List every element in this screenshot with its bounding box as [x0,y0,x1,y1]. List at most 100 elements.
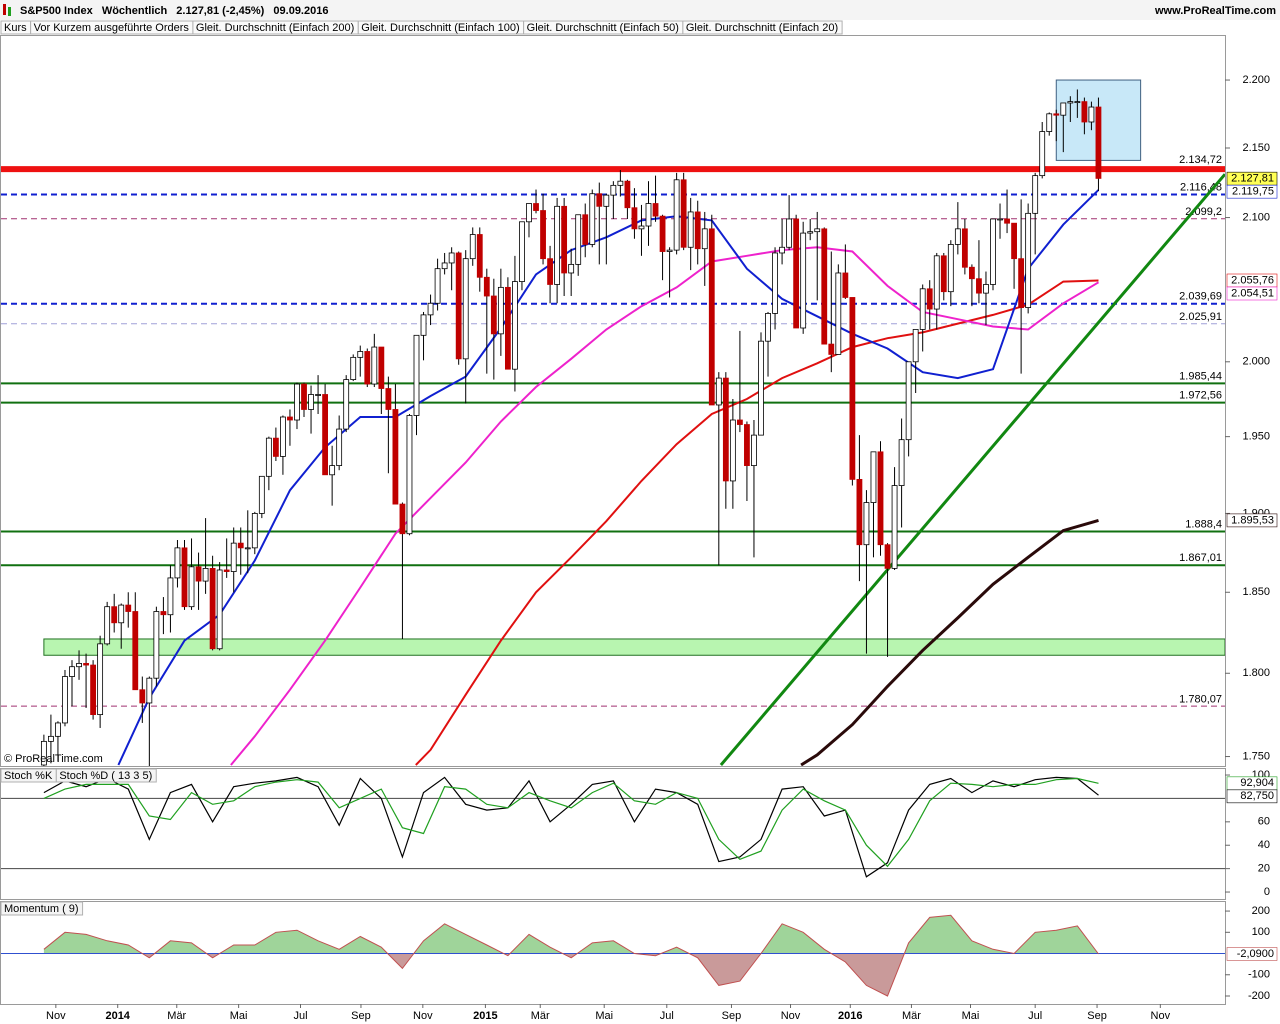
level-label: 2.134,72 [1179,154,1222,166]
candle-body [48,735,54,742]
candle-body [519,221,525,282]
x-tick-label: Nov [1151,1010,1171,1022]
momentum-plot [1,914,1225,997]
candle-body [814,228,821,233]
candle-body [490,295,497,335]
candle-body [287,416,293,421]
candle-body [969,266,975,280]
candle-body [638,225,645,230]
candle-body [680,179,687,248]
candle-body [976,278,982,294]
candle-body [835,272,842,355]
candle-body [905,361,912,441]
candle-body [111,606,118,624]
legend-label: Momentum ( 9) [4,903,79,915]
momentum-area [43,953,1099,996]
candle-body [1039,131,1046,177]
y-tick-label: 1.800 [1242,667,1270,679]
candle-body [533,203,539,211]
candle-body [933,255,940,310]
candle-body [603,194,610,207]
candle-body [40,740,47,766]
candle-body [76,663,82,668]
candle-body [350,356,357,380]
candle-body [1004,218,1010,224]
candle-body [891,485,898,569]
candle-body [758,340,764,436]
candle-body [392,409,399,505]
candle-body [441,262,448,270]
candle-body [343,379,350,430]
candle-body [1025,212,1032,309]
candle-body [708,228,715,406]
candle-body [786,218,793,248]
candle-body [434,268,441,304]
candle-body [610,184,617,196]
y-tick-label: 20 [1258,863,1270,875]
candle-body [877,451,884,546]
candle-body [427,302,434,316]
y-tick-label: 200 [1252,905,1270,917]
candle-body [406,415,413,535]
candle-body [118,604,125,624]
candle-body [223,569,230,572]
legend-label: Stoch %D ( 13 3 5) [59,770,152,782]
candle-body [940,255,947,293]
candle-body [301,383,307,410]
candle-body [926,288,933,310]
end-label-box [1226,789,1278,804]
candle-body [308,394,314,410]
end-label-box [1226,947,1278,961]
price-label-box [1226,184,1278,199]
candle-body [961,228,968,268]
candle-body [821,228,828,345]
candle-body [413,334,420,416]
y-tick-label: 60 [1258,816,1270,828]
level-label: 1.780,07 [1179,694,1222,706]
candle-body [230,542,237,572]
legend-label: Stoch %K [4,770,53,782]
candle-body [272,437,279,457]
candle-body [547,258,553,285]
level-label: 2.025,91 [1179,311,1222,323]
y-tick-label: 2.100 [1242,211,1270,223]
moving-average [230,246,1100,766]
x-tick-label: 2015 [473,1010,497,1022]
candle-body [884,544,891,569]
trendline [719,173,1225,766]
legend-label: Gleit. Durchschnitt (Einfach 20) [686,22,838,34]
legend-label: Gleit. Durchschnitt (Einfach 100) [361,22,519,34]
candle-body [631,207,638,230]
moving-average [800,518,1099,766]
x-tick-label: 2016 [838,1010,862,1022]
x-tick-label: Mär [902,1010,921,1022]
x-tick-label: Mai [595,1010,613,1022]
candle-body [167,577,174,616]
candle-body [280,416,286,457]
candle-body [1032,175,1039,214]
candle-body [504,286,511,370]
stoch-panel [0,768,1226,900]
candle-body [954,228,961,245]
candle-body [90,664,96,716]
candle-body [617,180,624,186]
candle-body [744,424,750,466]
candle-body [357,351,364,358]
candle-body [589,193,596,245]
candle-body [497,286,504,335]
candle-body [863,502,870,546]
candle-body [195,566,202,582]
candle-body [800,232,807,329]
candle-body [736,419,743,425]
momentum-panel [0,901,1226,1005]
candle-body [104,606,111,645]
candle-body [807,231,814,234]
candle-body [596,193,603,207]
candle-body [420,314,427,336]
candle-body [294,383,300,421]
momentum-area [43,915,1099,954]
price-label-box [1226,513,1278,528]
legend-label: Kurs [4,22,27,34]
candle-body [237,542,244,549]
